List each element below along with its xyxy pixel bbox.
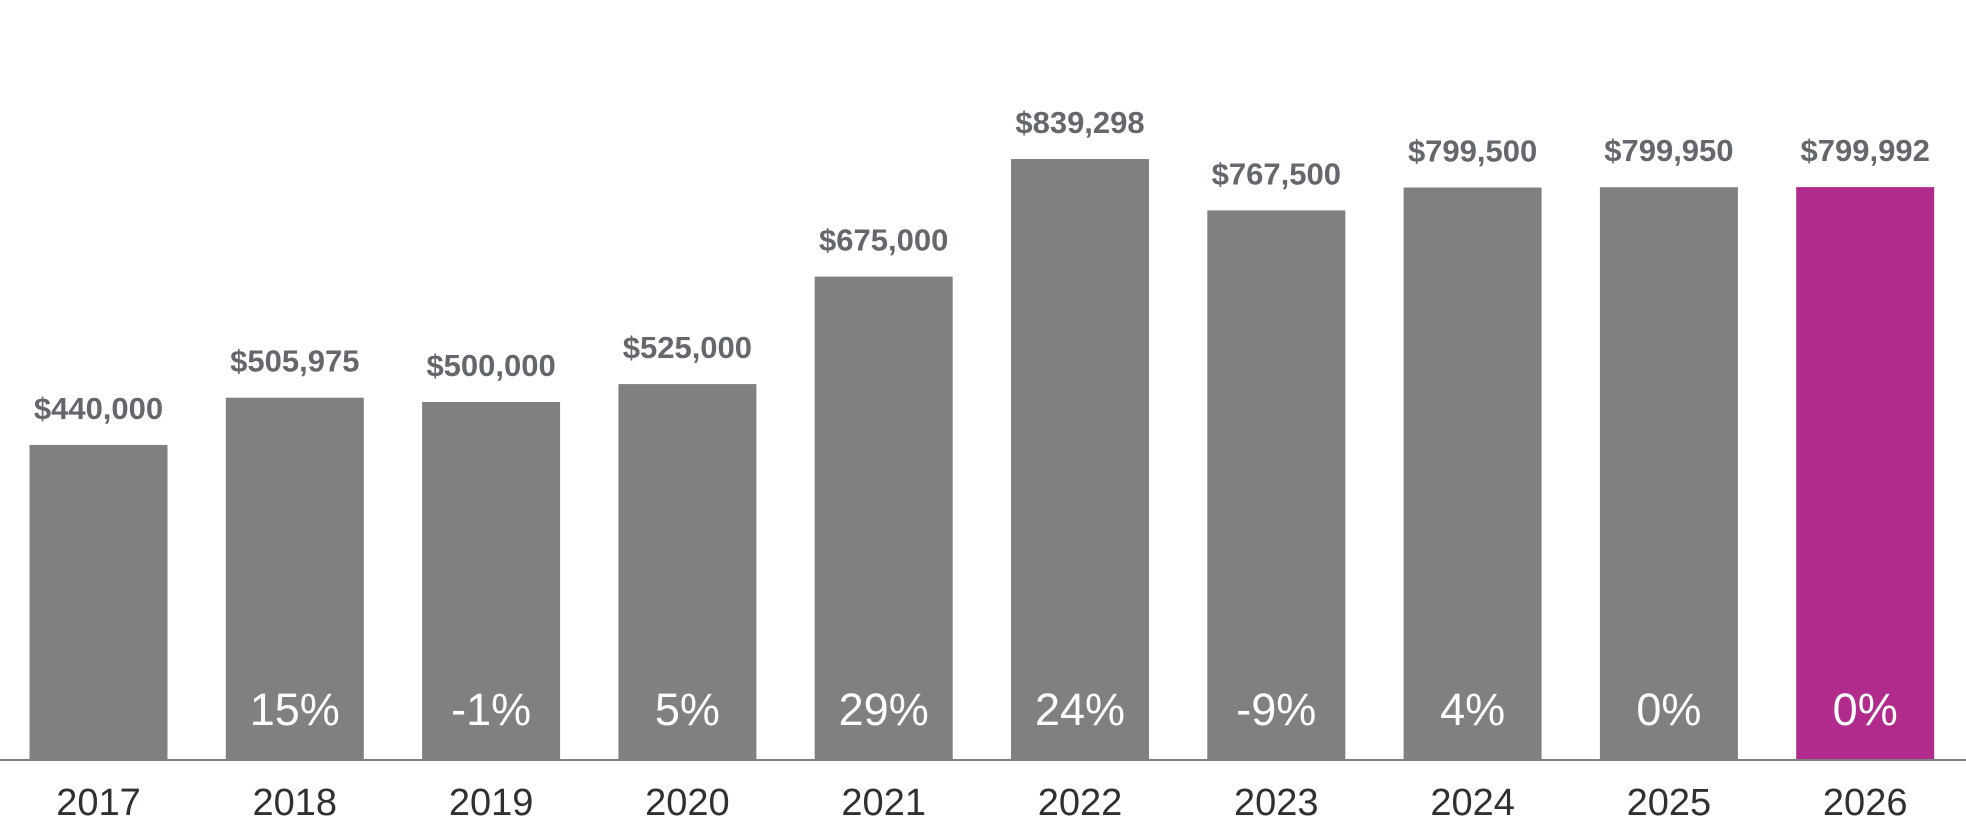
tick-label-2021: 2021	[841, 782, 926, 824]
tick-label-2017: 2017	[56, 782, 141, 824]
tick-label-2020: 2020	[645, 782, 730, 824]
bar-2021	[814, 276, 953, 760]
tick-label-2024: 2024	[1430, 782, 1515, 824]
tick-label-2019: 2019	[449, 782, 534, 824]
bar-2024	[1403, 187, 1542, 760]
change-label-2020: 5%	[655, 684, 720, 735]
bar-2018	[225, 397, 364, 760]
bar-2025	[1599, 187, 1738, 760]
value-label-2019: $500,000	[426, 348, 555, 383]
change-label-2025: 0%	[1636, 684, 1701, 735]
value-label-2025: $799,950	[1604, 133, 1733, 168]
tick-label-2026: 2026	[1823, 782, 1908, 824]
change-label-2021: 29%	[839, 684, 929, 735]
bar-2017	[29, 444, 168, 760]
tick-label-2025: 2025	[1627, 782, 1712, 824]
value-label-2023: $767,500	[1212, 156, 1341, 191]
tick-label-2018: 2018	[253, 782, 338, 824]
value-label-2022: $839,298	[1015, 105, 1144, 140]
value-label-2017: $440,000	[34, 391, 163, 426]
value-label-2020: $525,000	[623, 330, 752, 365]
change-label-2022: 24%	[1035, 684, 1125, 735]
tick-label-2023: 2023	[1234, 782, 1319, 824]
labels-group: $440,000 2017 $505,975 15% 2018 $500,000 -1% 20…	[34, 105, 1930, 824]
bar-2026	[1796, 187, 1935, 761]
change-label-2026: 0%	[1833, 684, 1898, 735]
bar-2020	[618, 384, 757, 760]
bars-group	[29, 159, 1935, 761]
value-label-2024: $799,500	[1408, 134, 1537, 169]
value-label-2026: $799,992	[1801, 133, 1930, 168]
bar-2019	[422, 402, 561, 760]
tick-label-2022: 2022	[1038, 782, 1123, 824]
bar-2023	[1207, 210, 1346, 760]
change-label-2024: 4%	[1440, 684, 1505, 735]
value-label-2021: $675,000	[819, 223, 948, 258]
change-label-2018: 15%	[250, 684, 340, 735]
change-label-2023: -9%	[1236, 684, 1316, 735]
bar-2022	[1011, 159, 1149, 760]
change-label-2019: -1%	[451, 684, 531, 735]
value-label-2018: $505,975	[230, 344, 359, 379]
